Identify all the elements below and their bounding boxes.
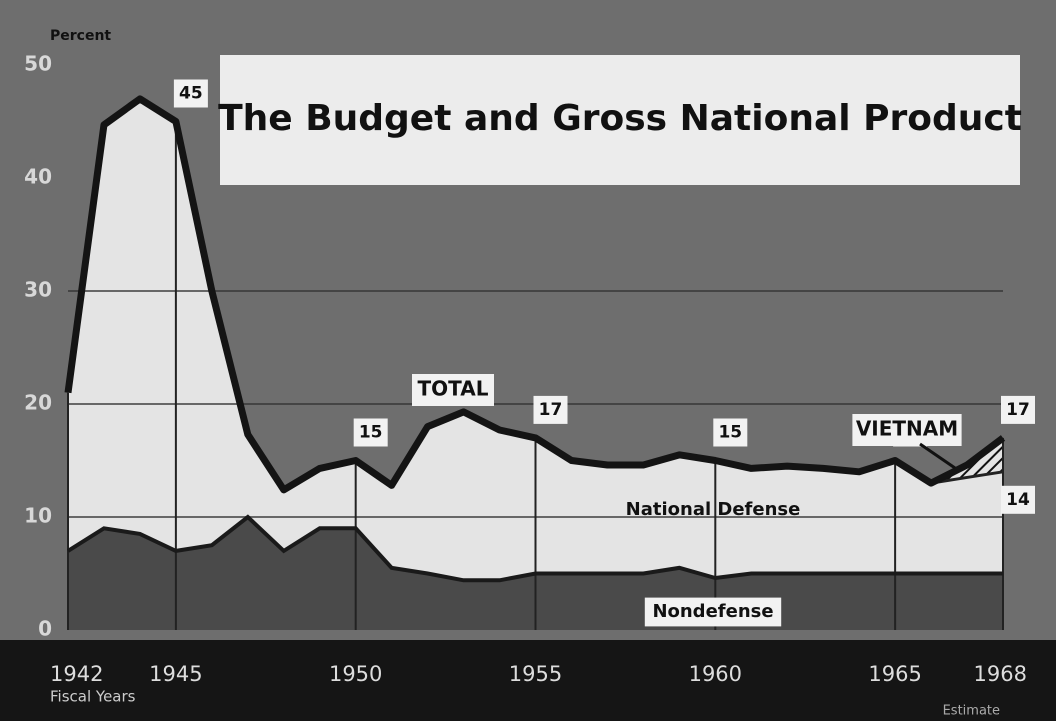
leader-line [919, 442, 956, 470]
annotation: Estimate [943, 704, 1000, 719]
label-box [533, 395, 568, 424]
y-tick-label: 20 [24, 391, 52, 415]
y-axis-label: Percent [50, 28, 111, 44]
annotation: VIETNAM [856, 417, 958, 441]
annotation: Nondefense [652, 601, 773, 622]
x-tick-label: 1942 [50, 662, 103, 686]
label-box [644, 597, 782, 627]
data-label: 15 [359, 423, 383, 443]
y-tick-label: 30 [24, 278, 52, 302]
area [931, 437, 1003, 484]
line [930, 470, 1004, 485]
y-tick-label: 0 [38, 617, 52, 641]
y-tick-label: 40 [24, 165, 52, 189]
label-box [412, 374, 494, 406]
x-axis-label: Fiscal Years [50, 688, 136, 706]
data-label: 15 [718, 423, 742, 443]
line [64, 95, 1006, 494]
y-tick-label: 50 [24, 52, 52, 76]
x-tick-label: 1968 [974, 662, 1027, 686]
x-tick-label: 1950 [329, 662, 382, 686]
line [66, 514, 1003, 583]
chart-title: The Budget and Gross National Product [218, 98, 1022, 139]
data-label: 45 [179, 84, 203, 104]
y-tick-label: 10 [24, 504, 52, 528]
area [68, 98, 1003, 630]
label-box [1001, 485, 1035, 514]
x-tick-label: 1955 [509, 662, 562, 686]
data-label: 17 [539, 400, 563, 420]
annotation: National Defense [626, 499, 801, 520]
label-box [713, 418, 748, 447]
data-label: 14 [1006, 490, 1030, 510]
label-box [173, 79, 208, 108]
label-box [852, 414, 962, 446]
label-box [353, 418, 388, 447]
x-tick-label: 1960 [689, 662, 742, 686]
data-label: 17 [1006, 400, 1030, 420]
label-box [1001, 395, 1035, 424]
x-tick-label: 1945 [149, 662, 202, 686]
x-tick-label: 1965 [868, 662, 921, 686]
axis-band [0, 640, 1056, 721]
annotation: TOTAL [418, 377, 489, 401]
title-box [220, 55, 1020, 185]
